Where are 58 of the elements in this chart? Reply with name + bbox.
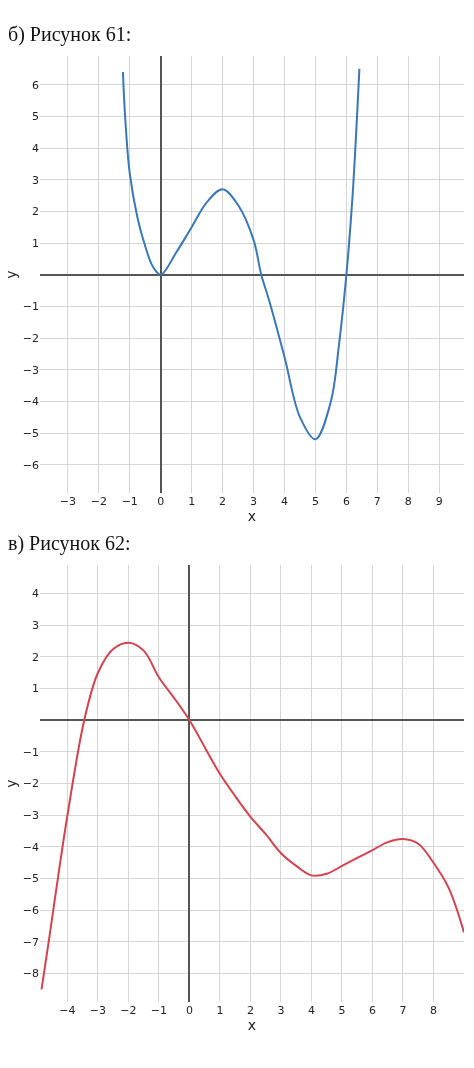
x-tick-label: 0	[185, 1004, 193, 1018]
x-tick-label: −2	[90, 495, 107, 509]
y-axis-title: y	[3, 270, 20, 279]
y-tick-label: −3	[22, 809, 39, 823]
y-tick-label: −8	[22, 967, 39, 981]
x-tick-label: 9	[435, 495, 443, 509]
y-tick-label: 4	[32, 587, 39, 601]
x-tick-label: 2	[219, 495, 227, 509]
y-tick-label: −6	[22, 904, 39, 918]
line-series	[40, 641, 464, 991]
x-tick-label: 5	[311, 495, 319, 509]
y-tick-label: 5	[32, 110, 39, 124]
y-tick-label: −7	[22, 935, 39, 949]
x-tick-label: −1	[150, 1004, 168, 1018]
y-tick-label: 4	[32, 141, 39, 155]
x-tick-label: 3	[250, 495, 258, 509]
x-tick-label: 6	[368, 1004, 376, 1018]
x-tick-label: 8	[430, 1004, 437, 1018]
y-tick-label: −5	[22, 426, 39, 440]
chart-title: б) Рисунок 61:	[8, 23, 132, 46]
x-tick-label: 7	[399, 1004, 407, 1018]
y-tick-label: −4	[22, 840, 39, 854]
x-tick-label: 2	[246, 1004, 254, 1018]
x-axis-title: x	[247, 1017, 257, 1034]
x-tick-label: −4	[59, 1004, 76, 1018]
y-axis-title: y	[3, 779, 20, 788]
x-tick-label: 8	[404, 495, 412, 509]
x-tick-label: 7	[373, 495, 381, 509]
y-tick-label: 3	[32, 173, 39, 187]
x-tick-label: −3	[89, 1004, 107, 1018]
y-tick-label: −4	[22, 395, 39, 409]
x-tick-label: 1	[216, 1004, 224, 1018]
y-tick-label: 6	[32, 78, 39, 92]
x-axis-title: x	[247, 508, 257, 525]
y-tick-label: −3	[22, 363, 39, 377]
y-tick-label: 3	[32, 619, 39, 633]
x-tick-label: 0	[157, 495, 165, 509]
x-tick-label: 3	[277, 1004, 285, 1018]
x-tick-label: −1	[121, 495, 138, 509]
x-tick-label: 5	[338, 1004, 346, 1018]
x-tick-label: −2	[120, 1004, 137, 1018]
x-tick-label: 4	[281, 495, 288, 509]
x-tick-label: 4	[307, 1004, 315, 1018]
y-tick-label: 1	[32, 236, 39, 250]
y-tick-label: −2	[22, 777, 39, 791]
line-series	[121, 67, 361, 441]
y-tick-label: −1	[22, 300, 39, 314]
x-tick-label: 1	[188, 495, 196, 509]
y-tick-label: −6	[22, 458, 39, 472]
y-tick-label: 2	[32, 650, 39, 664]
y-tick-label: 1	[32, 682, 39, 696]
y-tick-label: 2	[32, 205, 39, 219]
y-tick-label: −5	[22, 872, 39, 886]
chart-title: в) Рисунок 62:	[8, 532, 131, 555]
y-tick-label: −2	[22, 331, 39, 345]
x-tick-label: −3	[59, 495, 76, 509]
y-tick-label: −1	[22, 745, 39, 759]
x-tick-label: 6	[342, 495, 350, 509]
